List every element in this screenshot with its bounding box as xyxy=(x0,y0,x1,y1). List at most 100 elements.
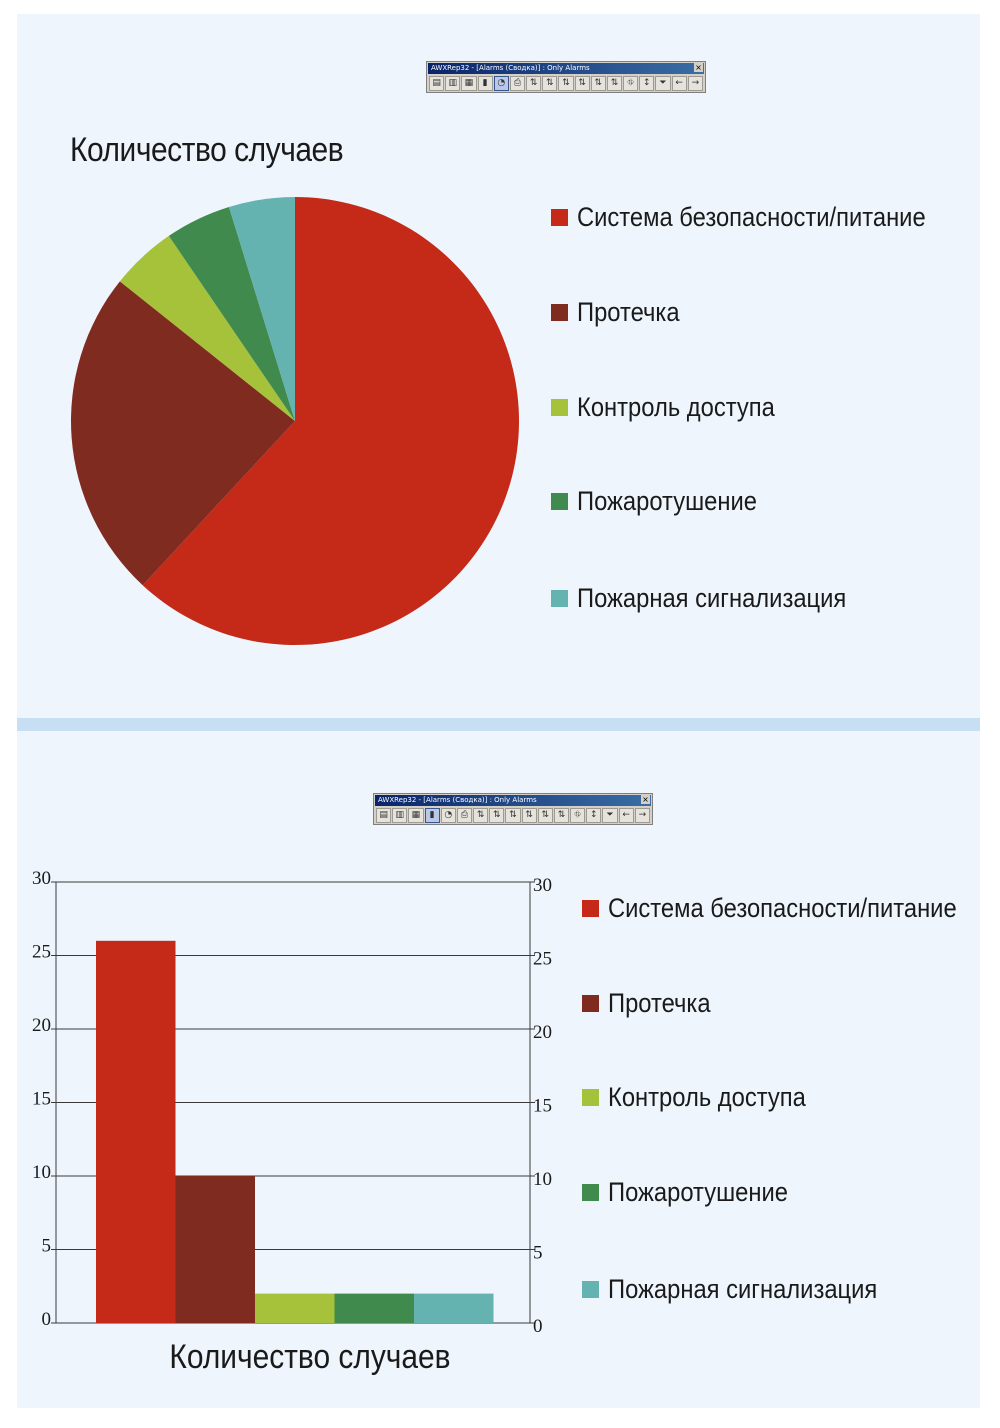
legend-item: Протечка xyxy=(582,988,725,1018)
close-icon[interactable]: × xyxy=(694,63,703,72)
funnel-icon[interactable]: ⏷ xyxy=(602,808,618,823)
legend-item: Система безопасности/питание xyxy=(551,202,973,232)
legend-swatch xyxy=(582,1183,599,1201)
legend-label: Пожарная сигнализация xyxy=(577,582,847,613)
bar xyxy=(175,1176,255,1323)
table2-icon[interactable]: ▥ xyxy=(392,808,408,823)
legend-label: Пожаротушение xyxy=(577,485,757,516)
bar xyxy=(414,1293,494,1323)
legend-item: Пожаротушение xyxy=(551,486,782,516)
legend-label: Протечка xyxy=(577,296,680,327)
y-tick-label: 20 xyxy=(32,1015,51,1036)
legend-swatch xyxy=(582,1088,599,1106)
y-tick-label: 25 xyxy=(32,942,51,963)
legend-label: Контроль доступа xyxy=(608,1081,806,1112)
y-tick-label: 5 xyxy=(42,1236,52,1257)
legend-item: Протечка xyxy=(551,297,694,327)
forward-arrow-icon[interactable]: → xyxy=(634,808,650,823)
filter5-icon[interactable]: ⇅ xyxy=(537,808,553,823)
legend-item: Пожарная сигнализация xyxy=(551,583,883,613)
filter3-icon[interactable]: ⇅ xyxy=(558,76,574,91)
y-tick-label-right: 10 xyxy=(533,1169,552,1190)
legend-swatch xyxy=(582,994,599,1012)
legend-swatch xyxy=(551,398,568,416)
pie-chart-icon[interactable]: ◔ xyxy=(440,808,456,823)
filter4-icon[interactable]: ⇅ xyxy=(521,808,537,823)
close-icon[interactable]: × xyxy=(641,795,650,804)
back-arrow-icon[interactable]: ← xyxy=(618,808,634,823)
toolbar-buttons: ▤ ▥ ▦ ▮ ◔ ⎙ ⇅ ⇅ ⇅ ⇅ ⇅ ⇅ ⛗ ↕ ⏷ ← → xyxy=(376,808,650,824)
legend-label: Пожаротушение xyxy=(608,1176,788,1207)
filter5-icon[interactable]: ⇅ xyxy=(590,76,606,91)
y-tick-label-right: 5 xyxy=(533,1243,543,1264)
legend-item: Пожарная сигнализация xyxy=(582,1274,914,1304)
tree-icon[interactable]: ⛗ xyxy=(570,808,586,823)
report-toolbar: AWXRep32 - [Alarms (Сводка)] : Only Alar… xyxy=(373,793,653,825)
toolbar-buttons: ▤ ▥ ▦ ▮ ◔ ⎙ ⇅ ⇅ ⇅ ⇅ ⇅ ⇅ ⛗ ↕ ⏷ ← → xyxy=(429,76,703,92)
legend-swatch xyxy=(582,899,599,917)
legend-swatch xyxy=(551,492,568,510)
table2-icon[interactable]: ▥ xyxy=(445,76,461,91)
y-tick-label: 0 xyxy=(42,1309,52,1330)
bar-chart-icon[interactable]: ▮ xyxy=(477,76,493,91)
toolbar-title: AWXRep32 - [Alarms (Сводка)] : Only Alar… xyxy=(375,795,651,806)
legend-swatch xyxy=(551,589,568,607)
legend-swatch xyxy=(582,1280,599,1298)
divider xyxy=(17,718,980,731)
report-toolbar: AWXRep32 - [Alarms (Сводка)] : Only Alar… xyxy=(426,61,706,93)
back-arrow-icon[interactable]: ← xyxy=(671,76,687,91)
table-icon[interactable]: ▤ xyxy=(429,76,445,91)
bar xyxy=(255,1293,335,1323)
filter1-icon[interactable]: ⇅ xyxy=(526,76,542,91)
sort-az-icon[interactable]: ↕ xyxy=(586,808,602,823)
y-tick-label-right: 30 xyxy=(533,875,552,896)
bar-chart-xlabel: Количество случаев xyxy=(169,1338,451,1376)
filter6-icon[interactable]: ⇅ xyxy=(553,808,570,823)
legend-label: Система безопасности/питание xyxy=(608,892,957,923)
y-tick-label-right: 20 xyxy=(533,1022,552,1043)
legend-label: Пожарная сигнализация xyxy=(608,1273,878,1304)
print-icon[interactable]: ⎙ xyxy=(509,76,526,91)
legend-label: Контроль доступа xyxy=(577,391,775,422)
legend-item: Система безопасности/питание xyxy=(582,893,1000,923)
grid-icon[interactable]: ▦ xyxy=(408,808,424,823)
bar xyxy=(96,940,176,1323)
y-tick-label: 30 xyxy=(32,868,51,889)
pie-slice xyxy=(119,235,295,421)
forward-arrow-icon[interactable]: → xyxy=(687,76,703,91)
y-tick-label-right: 25 xyxy=(533,949,552,970)
pie-chart-icon[interactable]: ◔ xyxy=(493,76,509,91)
print-icon[interactable]: ⎙ xyxy=(456,808,473,823)
funnel-icon[interactable]: ⏷ xyxy=(655,76,671,91)
pie-slice xyxy=(142,197,519,645)
legend-label: Система безопасности/питание xyxy=(577,201,926,232)
bar xyxy=(334,1293,414,1323)
pie-chart-title: Количество случаев xyxy=(70,131,344,169)
y-tick-label-right: 15 xyxy=(533,1096,552,1117)
sort-az-icon[interactable]: ↕ xyxy=(639,76,655,91)
legend-item: Пожаротушение xyxy=(582,1177,813,1207)
y-tick-label: 15 xyxy=(32,1089,51,1110)
bar-chart: 0 0 5 5 10 10 15 15 20 20 25 25 30 30 xyxy=(32,868,552,1337)
pie-chart xyxy=(70,197,519,645)
filter6-icon[interactable]: ⇅ xyxy=(606,76,623,91)
filter1-icon[interactable]: ⇅ xyxy=(473,808,489,823)
bar-chart-icon[interactable]: ▮ xyxy=(424,808,440,823)
toolbar-title: AWXRep32 - [Alarms (Сводка)] : Only Alar… xyxy=(428,63,704,74)
filter4-icon[interactable]: ⇅ xyxy=(574,76,590,91)
filter2-icon[interactable]: ⇅ xyxy=(542,76,558,91)
legend-swatch xyxy=(551,303,568,321)
table-icon[interactable]: ▤ xyxy=(376,808,392,823)
tree-icon[interactable]: ⛗ xyxy=(623,76,639,91)
legend-item: Контроль доступа xyxy=(551,392,802,422)
legend-item: Контроль доступа xyxy=(582,1082,833,1112)
filter3-icon[interactable]: ⇅ xyxy=(505,808,521,823)
pie-slice xyxy=(168,206,295,421)
y-tick-label: 10 xyxy=(32,1162,51,1183)
filter2-icon[interactable]: ⇅ xyxy=(489,808,505,823)
grid-icon[interactable]: ▦ xyxy=(461,76,477,91)
pie-slice xyxy=(70,281,295,586)
legend-swatch xyxy=(551,208,568,226)
y-tick-label-right: 0 xyxy=(533,1316,543,1337)
pie-slice xyxy=(228,197,295,421)
